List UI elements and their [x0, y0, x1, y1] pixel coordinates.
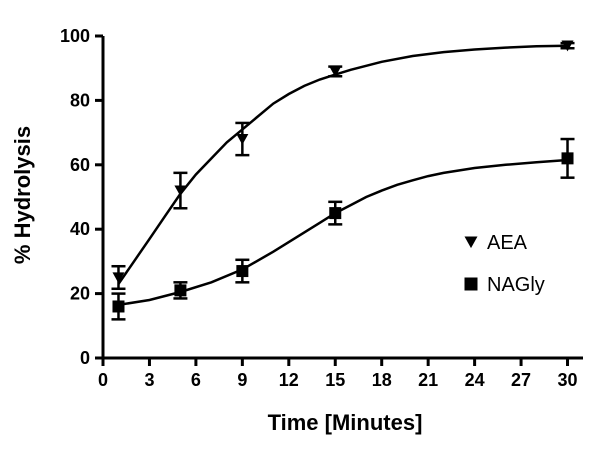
fit-curves: [117, 44, 568, 307]
data-point-nagly: [236, 265, 249, 278]
y-tick-label: 60: [70, 155, 90, 175]
data-point-aea: [561, 40, 574, 52]
x-tick-label: 24: [465, 370, 485, 390]
axes: 0 20 40 60 80 100 0 3 6 9 12 15 18 21 24 27 30: [60, 26, 583, 390]
y-tick-label: 20: [70, 284, 90, 304]
legend: AEA NAGly: [464, 232, 545, 296]
data-point-nagly: [112, 300, 125, 313]
x-axis-title: Time [Minutes]: [268, 410, 423, 435]
x-tick-label: 0: [98, 370, 108, 390]
legend-marker-nagly: [464, 277, 478, 291]
data-point-aea: [329, 66, 342, 78]
y-tick-label: 40: [70, 219, 90, 239]
x-tick-label: 30: [558, 370, 578, 390]
x-tick-label: 21: [418, 370, 438, 390]
y-axis-title: % Hydrolysis: [10, 126, 35, 264]
x-tick-label: 27: [511, 370, 531, 390]
x-tick-label: 15: [325, 370, 345, 390]
legend-label-nagly: NAGly: [487, 274, 545, 296]
data-point-nagly: [561, 152, 574, 165]
x-tick-label: 6: [191, 370, 201, 390]
x-tick-label: 12: [279, 370, 299, 390]
data-points: [111, 40, 575, 321]
data-point-nagly: [174, 284, 187, 297]
x-tick-label: 18: [372, 370, 392, 390]
data-point-aea: [174, 185, 187, 197]
fit-curve-nagly: [118, 158, 568, 307]
x-tick-label: 9: [237, 370, 247, 390]
data-point-aea: [112, 272, 125, 284]
y-tick-label: 100: [60, 26, 90, 46]
x-tick-label: 3: [144, 370, 154, 390]
fit-curve-aea: [117, 44, 568, 285]
legend-marker-aea: [464, 236, 478, 249]
data-point-nagly: [329, 207, 342, 220]
data-point-aea: [236, 133, 249, 145]
legend-label-aea: AEA: [487, 232, 528, 254]
y-tick-label: 0: [80, 348, 90, 368]
y-tick-label: 80: [70, 90, 90, 110]
